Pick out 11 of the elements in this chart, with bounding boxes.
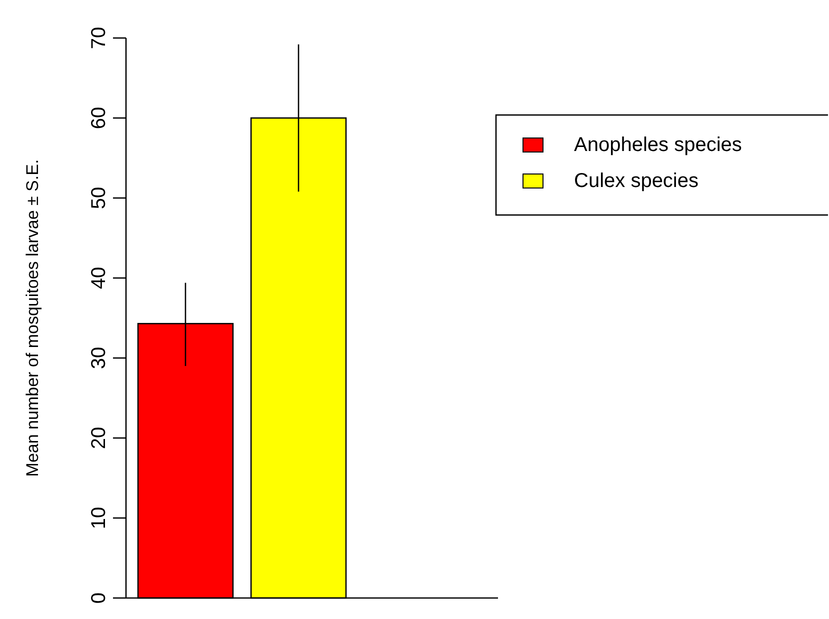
y-tick-label: 20 <box>88 426 110 450</box>
legend-label: Culex species <box>574 170 699 192</box>
y-tick-label: 70 <box>88 26 110 50</box>
y-axis-title: Mean number of mosquitoes larvae ± S.E. <box>23 159 42 477</box>
y-tick-label: 30 <box>88 346 110 370</box>
y-tick-label: 0 <box>88 592 110 604</box>
y-tick-label: 50 <box>88 186 110 210</box>
y-tick-label: 40 <box>88 266 110 290</box>
y-tick-label: 60 <box>88 106 110 130</box>
y-tick-label: 10 <box>88 506 110 530</box>
legend-label: Anopheles species <box>574 134 742 156</box>
